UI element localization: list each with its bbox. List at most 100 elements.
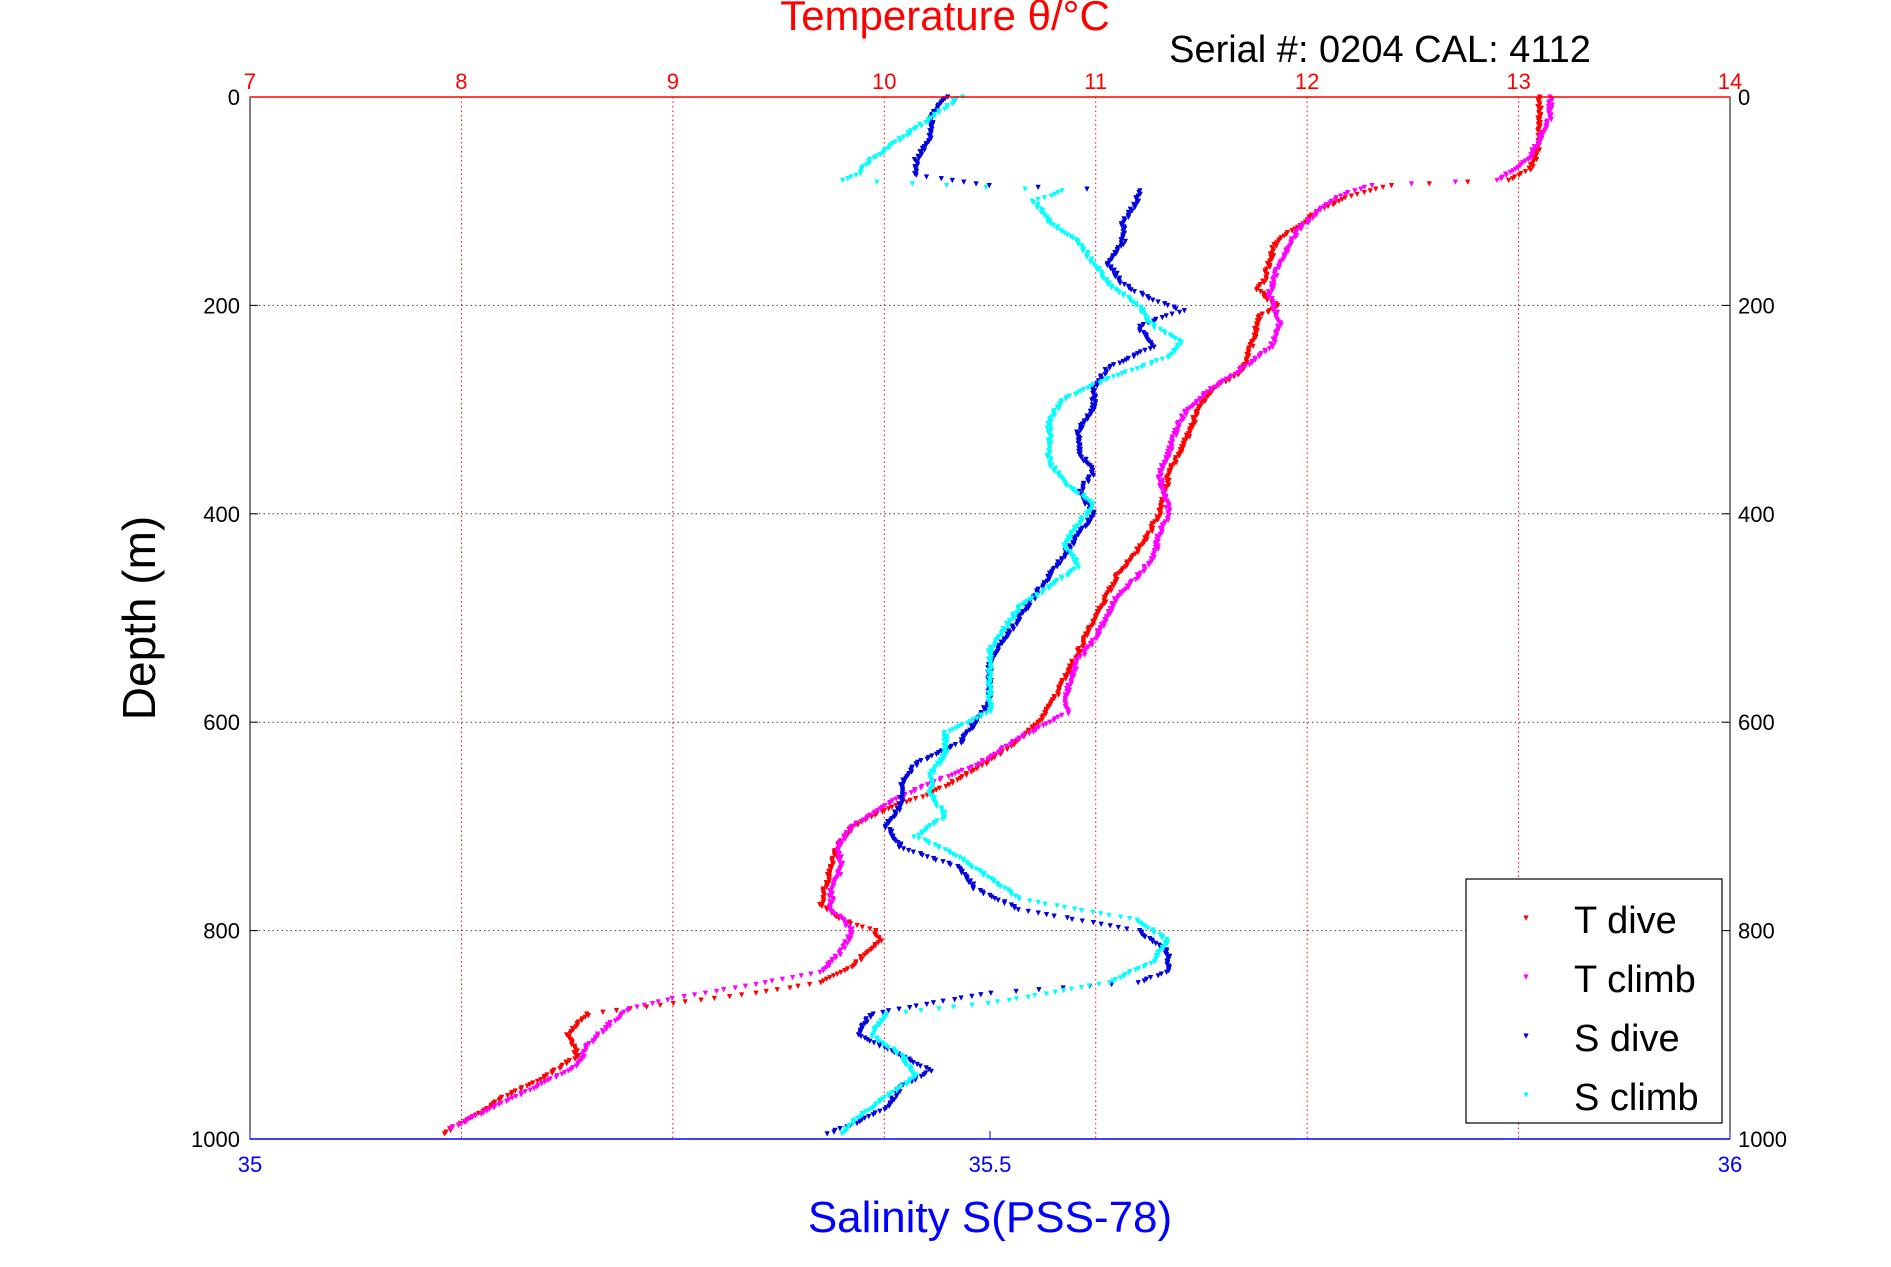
data-point (1173, 432, 1180, 439)
data-point (1269, 287, 1276, 294)
data-point (858, 1033, 864, 1040)
data-point (1072, 391, 1079, 398)
data-point (670, 1000, 676, 1007)
data-point (871, 811, 877, 817)
data-point (845, 176, 851, 182)
data-point (573, 1063, 580, 1069)
data-point (933, 803, 940, 810)
data-point (903, 1062, 910, 1069)
data-point (846, 937, 852, 944)
data-point (1102, 371, 1108, 378)
data-point (657, 1002, 663, 1009)
data-point (938, 758, 945, 765)
data-point (1159, 356, 1166, 362)
data-point (930, 1000, 937, 1006)
data-point (1022, 186, 1028, 192)
data-point (987, 709, 994, 715)
y-tick-label-left: 200 (203, 293, 240, 318)
legend-entry: T climb (1523, 959, 1696, 1001)
serial-label: Serial #: 0204 CAL: 4112 (1169, 29, 1591, 71)
data-point (867, 1014, 874, 1021)
data-point (1103, 377, 1109, 383)
data-point (1059, 576, 1065, 582)
data-point (1013, 988, 1019, 995)
data-point (1535, 142, 1541, 148)
data-point (1367, 188, 1373, 194)
data-point (1047, 463, 1054, 470)
data-point (1151, 930, 1157, 936)
data-point (874, 179, 880, 185)
data-point (1039, 590, 1045, 597)
data-point (932, 857, 939, 863)
data-point (1173, 306, 1179, 312)
data-point (1176, 453, 1182, 459)
legend-marker (1523, 974, 1529, 980)
data-point (830, 973, 837, 979)
data-point (1178, 341, 1184, 347)
data-point (1085, 385, 1091, 391)
data-point (1063, 396, 1069, 403)
data-point (1464, 179, 1471, 185)
data-point (870, 1112, 876, 1118)
data-point (726, 994, 733, 1000)
data-point (1271, 308, 1277, 314)
data-point (1006, 997, 1013, 1004)
data-point (1042, 901, 1048, 908)
data-point (823, 884, 830, 891)
data-point (1155, 475, 1162, 482)
temperature-tick-label: 8 (455, 69, 467, 94)
data-point (949, 177, 956, 184)
data-point (947, 728, 953, 734)
axes: 0 0 200 200 400 400 600 600 800 800 1000 1000 7 8 9 10 1… (191, 69, 1787, 1177)
data-point (1337, 193, 1344, 199)
data-point (553, 1074, 559, 1081)
data-point (1107, 923, 1113, 929)
data-point (1097, 380, 1103, 387)
y-tick-label-right: 200 (1738, 293, 1775, 318)
data-point (893, 796, 899, 803)
data-point (549, 1070, 555, 1077)
data-point (1104, 262, 1111, 269)
data-point (1516, 172, 1522, 179)
y-tick-label-right: 0 (1738, 85, 1750, 110)
data-point (1119, 370, 1126, 377)
data-point (1080, 487, 1086, 493)
data-point (625, 1007, 631, 1014)
data-point (1080, 248, 1086, 254)
data-point (991, 895, 998, 902)
data-point (1110, 978, 1116, 984)
data-point (518, 1086, 524, 1093)
temperature-tick-label: 9 (667, 69, 679, 94)
data-point (1001, 885, 1008, 891)
data-point (900, 846, 907, 852)
data-point (985, 756, 991, 762)
data-point (1227, 374, 1233, 381)
data-point (1107, 265, 1114, 272)
data-point (944, 736, 951, 742)
data-point (1361, 184, 1368, 191)
data-point (1115, 372, 1122, 378)
data-point (833, 955, 839, 961)
data-point (847, 921, 854, 927)
data-point (559, 1071, 565, 1077)
data-point (842, 945, 848, 952)
data-point (863, 162, 870, 168)
data-point (867, 1038, 873, 1045)
salinity-tick-label: 35.5 (969, 1152, 1012, 1177)
data-point (1126, 970, 1132, 976)
data-point (1535, 104, 1541, 110)
data-point (1148, 960, 1154, 967)
legend-entry: S climb (1523, 1077, 1699, 1119)
data-point (978, 714, 985, 720)
data-point (837, 1126, 843, 1132)
data-point (1115, 924, 1122, 931)
data-point (1112, 273, 1119, 280)
data-point (504, 1093, 511, 1099)
data-point (844, 940, 851, 947)
data-point (1026, 730, 1033, 737)
data-point (1509, 176, 1516, 182)
data-point (943, 183, 950, 189)
data-point (564, 1061, 570, 1067)
data-point (885, 1045, 892, 1051)
